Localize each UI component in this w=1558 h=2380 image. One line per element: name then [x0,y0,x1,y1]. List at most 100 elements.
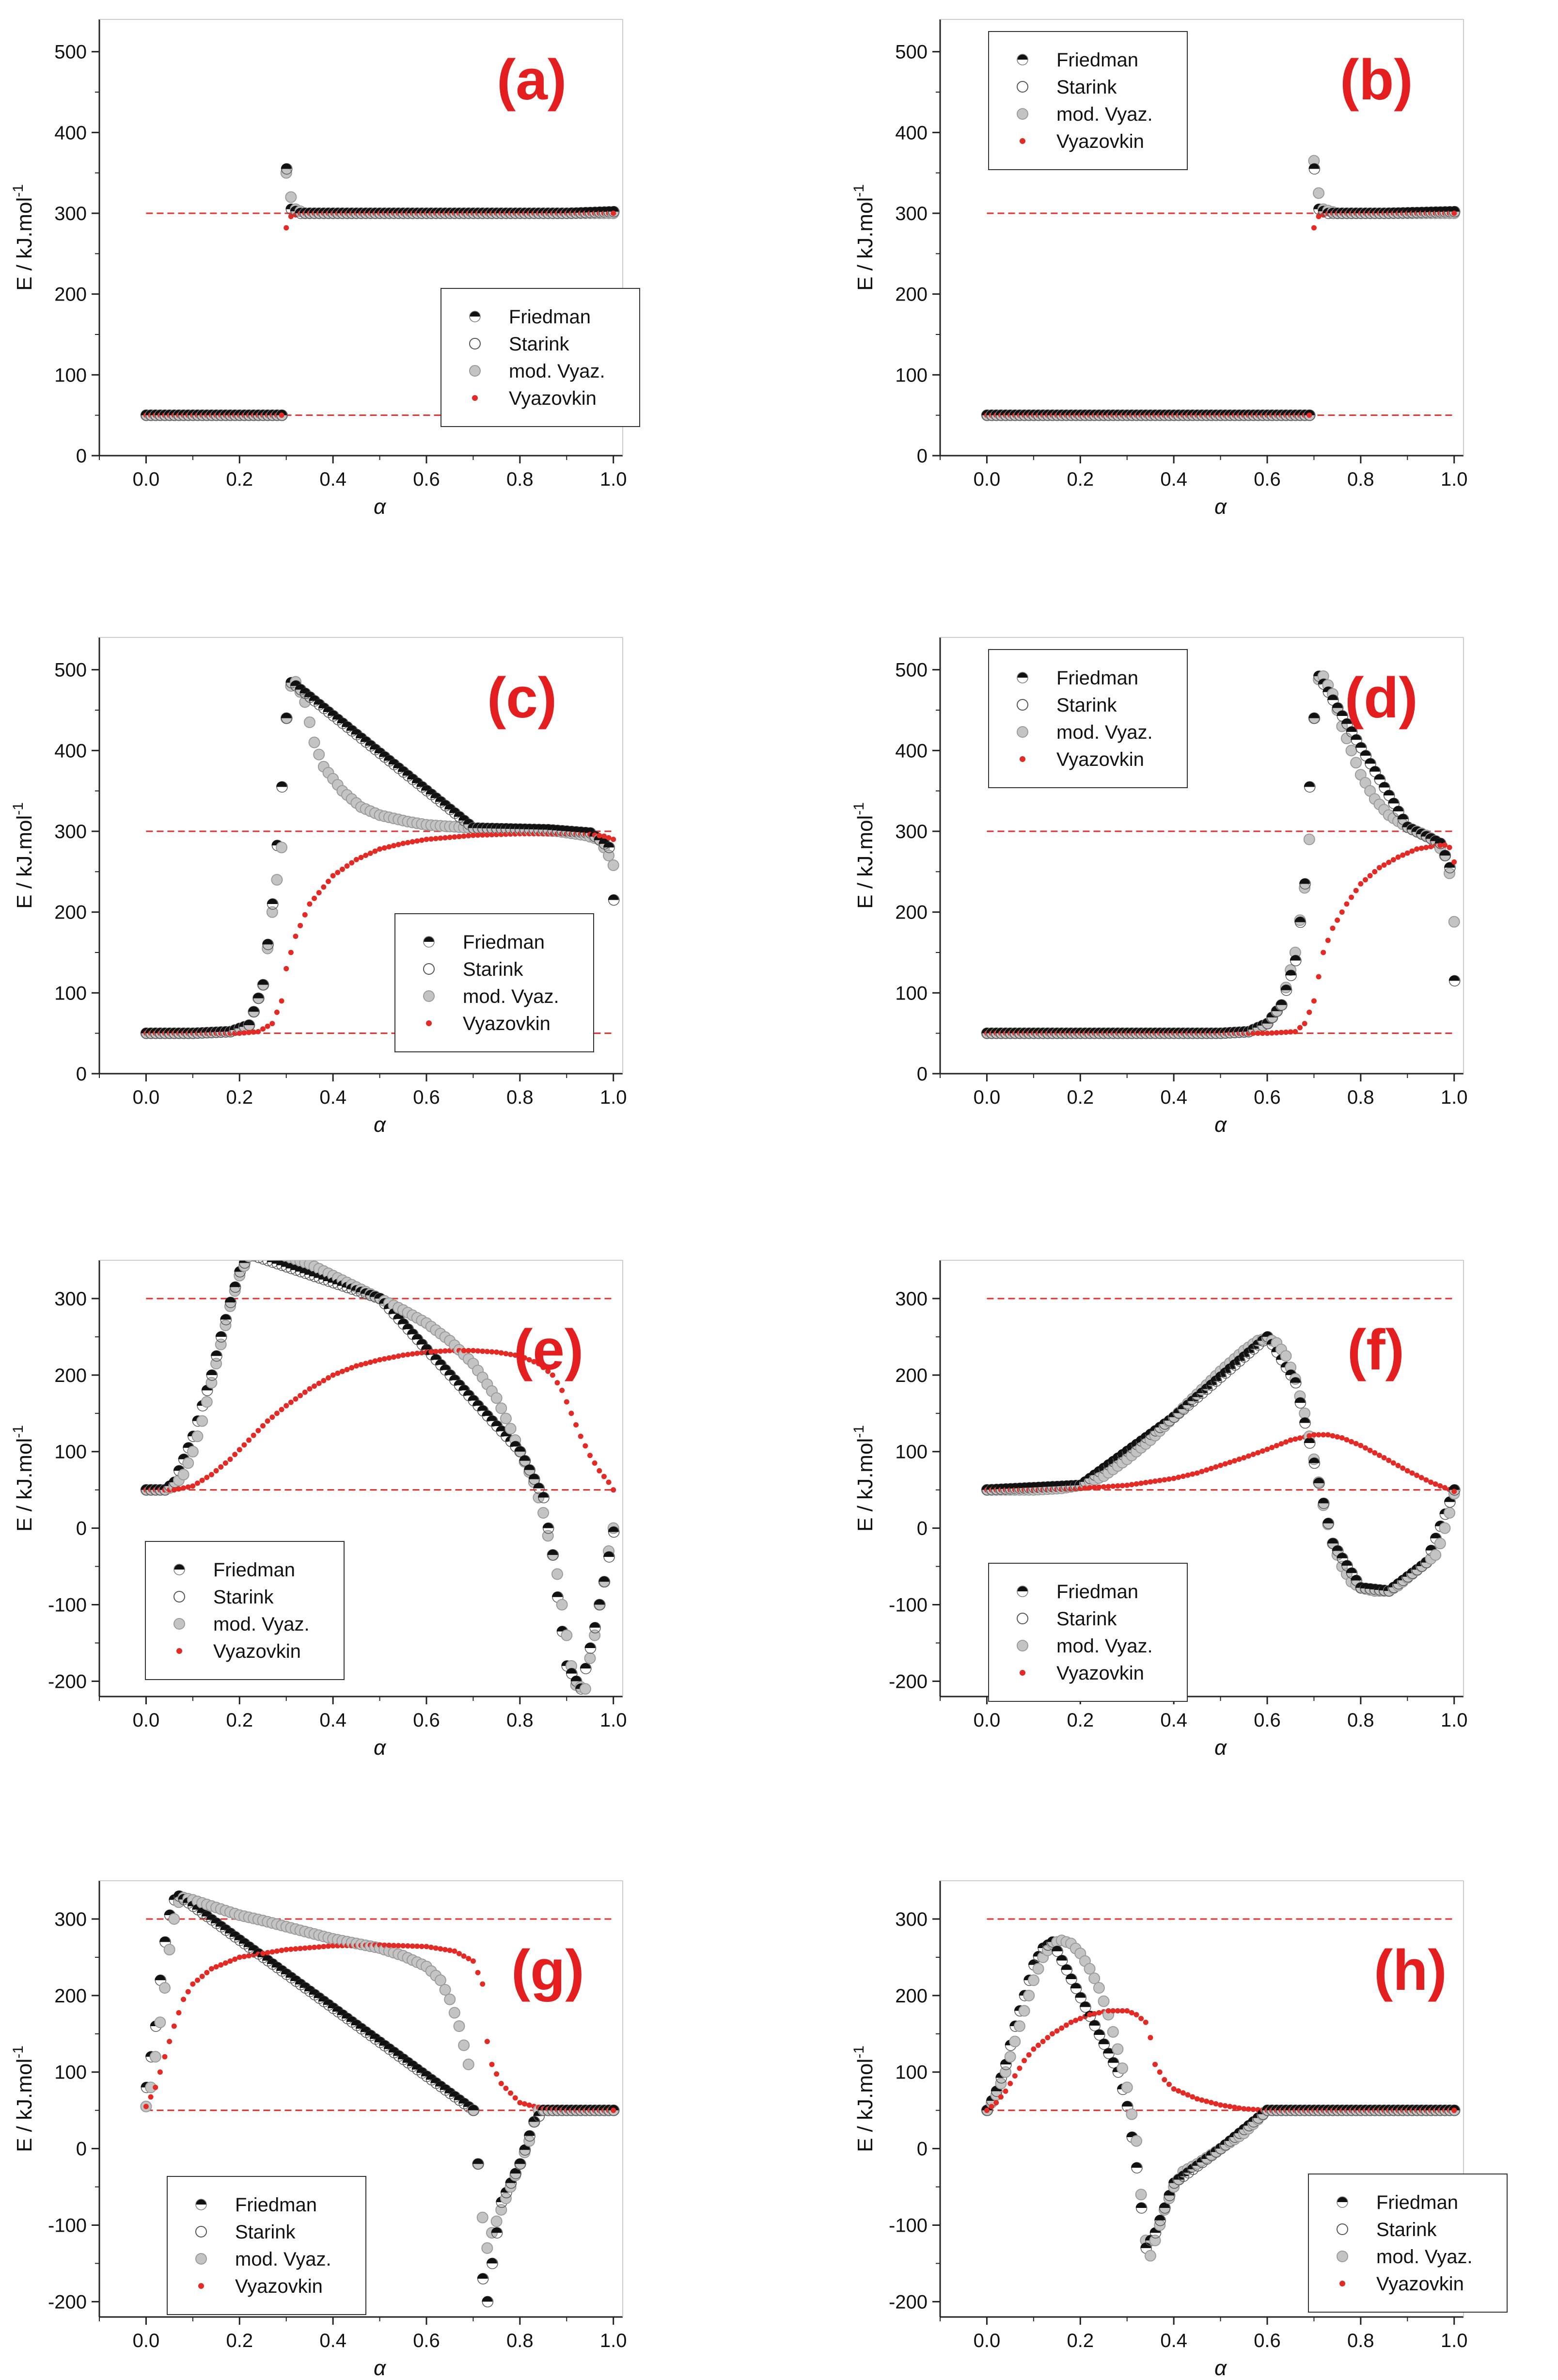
panel-3-vyazovkin-point-79 [1353,888,1359,893]
panel-3-friedman-point-97 [1434,838,1446,843]
panel-3-vyazovkin-point-94 [1423,844,1429,850]
panel-2-vyazovkin-point-100 [611,837,616,842]
panel-1-legend-friedman-outline [1017,54,1028,65]
panel-7-vyazovkin-point-2 [993,2100,999,2106]
panel-5-vyazovkin-point-38 [1162,1477,1167,1483]
panel-7-legend-label-2: mod. Vyaz. [1376,2246,1473,2268]
panel-6-vyazovkin-point-82 [526,2102,532,2108]
panel-2-vyazovkin-point-32 [293,934,299,939]
panel-5-starink-point-70 [1308,1457,1321,1469]
panel-2-ytick-label-0: 0 [76,1063,87,1085]
panel-5-vyazovkin-point-33 [1138,1480,1144,1486]
panel-7-vyazovkin-point-15 [1054,2028,1060,2034]
panel-2-vyazovkin-point-55 [400,841,406,846]
panel-0-vyazovkin-point-29 [279,413,284,418]
panel-6-legend-label-0: Friedman [235,2194,317,2216]
panel-6-legend-mod-vyaz-marker [195,2253,207,2265]
panel-4-friedman-point-76 [496,1426,507,1431]
panel-6-markers [140,1890,620,2308]
panel-4-vyazovkin-point-74 [489,1349,495,1355]
panel-7-friedman-point-30 [1121,2101,1133,2107]
panel-4-mod-vyaz-point-17 [220,1319,232,1332]
panel-6-vyazovkin-point-27 [269,1949,275,1955]
panel-0-legend-label-0: Friedman [509,306,591,328]
panel-5-vyazovkin-point-39 [1166,1476,1172,1482]
panel-4-vyazovkin-point-13 [204,1475,210,1480]
panel-4-mod-vyaz-point-10 [187,1445,199,1458]
panel-5-vyazovkin-point-35 [1148,1479,1153,1485]
panel-4-legend-label-0: Friedman [213,1559,295,1581]
panel-7-vyazovkin-point-51 [1222,2103,1228,2109]
panel-6-xtick-label-5: 1.0 [600,2330,627,2351]
panel-4-vyazovkin-point-73 [484,1349,490,1354]
panel-7-vyazovkin-point-57 [1250,2107,1256,2112]
panel-2-letter: (c) [487,666,557,730]
panel-6-legend: Friedman Starink mod. Vyaz. Vyazovkin [167,2176,366,2315]
panel-5-vyazovkin-point-53 [1232,1458,1237,1464]
panel-5-legend-mod-vyaz-marker [1017,1640,1028,1651]
panel-5-vyazovkin-point-24 [1096,1484,1102,1490]
panel-5-friedman-point-95 [1425,1545,1436,1551]
panel-4-vyazovkin-point-31 [288,1399,294,1405]
panel-7-ytick-label-1: -100 [889,2215,928,2237]
panel-5-vyazovkin-point-74 [1330,1433,1336,1439]
panel-2-vyazovkin-point-99 [606,835,612,841]
panel-4-starink-point-19 [229,1281,241,1293]
panel-7-vyazovkin-point-37 [1157,2069,1163,2075]
panel-4-ytick-label-4: 200 [54,1365,87,1386]
panel-3-vyazovkin-point-70 [1311,998,1317,1004]
panel-7-markers [981,1935,1461,2262]
panel-6-legend-label-2: mod. Vyaz. [235,2249,331,2270]
panel-3-vyazovkin-point-87 [1390,857,1396,863]
panel-4-vyazovkin-point-14 [208,1472,214,1477]
panel-6-vyazovkin-point-0 [143,2104,149,2110]
panel-4-vyazovkin-point-42 [339,1368,345,1374]
panel-6-vyazovkin-point-7 [176,2010,182,2015]
panel-5-vyazovkin-point-48 [1208,1465,1214,1471]
panel-1-ytick-label-1: 100 [895,365,928,386]
panel-5-vyazovkin-point-29 [1119,1483,1125,1489]
panel-5-vyazovkin-point-75 [1335,1434,1340,1440]
panel-3-ylabel-superscript: -1 [851,802,867,815]
panel-4-friedman-point-59 [416,1339,427,1345]
panel-5-vyazovkin-point-55 [1241,1455,1247,1460]
panel-7-vyazovkin-point-100 [1451,2108,1457,2113]
panel-6-vyazovkin-point-18 [227,1958,233,1964]
panel-4-vyazovkin-point-28 [274,1411,280,1416]
panel-5-mod-vyaz-point-96 [1430,1549,1442,1561]
panel-5-vyazovkin-point-69 [1306,1433,1312,1439]
panel-5-ytick-label-2: 0 [917,1518,928,1539]
panel-2-vyazovkin-point-66 [452,834,457,840]
panel-5-xtick-label-5: 1.0 [1441,1710,1468,1731]
panel-1: 0 100 200 300 400 500 0.0 0.2 0.4 0.6 0.8 1.0 α E / k… [851,19,1468,519]
panel-4-friedman-point-86 [542,1523,553,1528]
panel-7-xtick-label-3: 0.6 [1254,2330,1281,2351]
panel-4-friedman-point-57 [407,1329,418,1334]
panel-6-vyazovkin-point-25 [260,1951,266,1956]
panel-1-friedman-point-70 [1308,163,1320,169]
panel-5-vyazovkin-point-76 [1339,1435,1345,1441]
panel-4-friedman-point-74 [487,1415,497,1421]
panel-0-legend-friedman-outline [469,311,481,322]
panel-5-vyazovkin-point-58 [1255,1450,1261,1456]
panel-3-friedman-point-70 [1308,713,1320,718]
panel-4-vyazovkin-point-40 [330,1372,336,1378]
panel-3-ylabel: E / kJ.mol-1 [851,802,877,909]
panel-5-mod-vyaz-point-98 [1439,1522,1451,1534]
panel-4-vyazovkin-point-97 [597,1468,602,1474]
panel-2-vyazovkin-point-26 [265,1023,270,1029]
panel-0-vyazovkin-point-31 [288,214,294,220]
panel-7-starink-point-21 [1080,2001,1091,2013]
panel-3-vyazovkin-point-86 [1386,859,1392,865]
panel-2-starink-point-29 [276,781,288,793]
panel-7-friedman-point-20 [1075,1992,1086,1998]
panel-4-mod-vyaz-point-12 [196,1415,208,1427]
panel-7-legend-label-3: Vyazovkin [1376,2273,1464,2295]
panel-3-friedman-point-67 [1294,917,1306,922]
panel-2-vyazovkin-point-35 [307,901,313,907]
panel-0-vyazovkin-point-30 [283,225,289,231]
panel-7-ytick-label-3: 100 [895,2062,928,2083]
panel-7-legend-starink-marker [1337,2223,1348,2235]
panel-5-vyazovkin-point-28 [1115,1483,1120,1489]
panel-6-friedman-point-80 [514,2158,525,2164]
